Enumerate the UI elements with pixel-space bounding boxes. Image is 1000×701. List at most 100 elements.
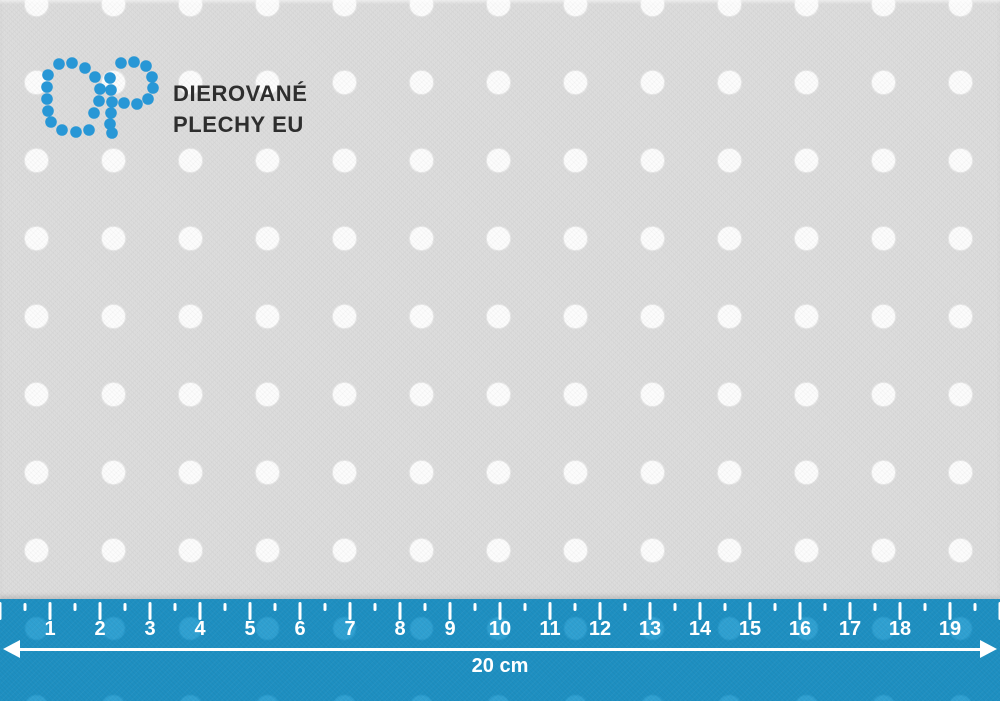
ruler-tick-major	[0, 602, 2, 620]
ruler-hole	[178, 694, 202, 701]
ruler-tick-minor	[923, 602, 927, 611]
sheet-hole	[486, 382, 510, 406]
ruler-hole	[24, 694, 48, 701]
ruler-number: 11	[539, 617, 561, 640]
ruler-number: 10	[488, 617, 512, 640]
ruler-tick-major	[48, 602, 52, 620]
sheet-hole	[486, 148, 510, 172]
logo-dot	[118, 97, 130, 109]
sheet-hole	[871, 304, 895, 328]
logo-dot	[41, 81, 53, 93]
sheet-hole	[871, 0, 895, 16]
measuring-ruler: 1 2 3 4 5 6 7 8 9 10 11 12 13 14 15 16 17 18 19 20 cm	[0, 599, 1000, 701]
sheet-hole	[24, 304, 48, 328]
sheet-hole	[948, 460, 972, 484]
sheet-hole	[486, 460, 510, 484]
sheet-hole	[486, 0, 510, 16]
ruler-hole	[24, 616, 48, 640]
ruler-number: 15	[738, 617, 762, 640]
ruler-tick-major	[498, 602, 502, 620]
ruler-hole	[794, 694, 818, 701]
sheet-hole	[948, 304, 972, 328]
ruler-number: 2	[94, 617, 106, 640]
sheet-hole	[332, 0, 356, 16]
sheet-hole	[101, 538, 125, 562]
sheet-hole	[871, 460, 895, 484]
ruler-tick-major	[298, 602, 302, 620]
sheet-hole	[640, 538, 664, 562]
sheet-hole	[409, 304, 433, 328]
logo-dot	[42, 105, 54, 117]
logo-dot	[128, 56, 140, 68]
ruler-tick-major	[98, 602, 102, 620]
logo-dot	[79, 62, 91, 74]
sheet-hole	[640, 148, 664, 172]
ruler-tick-major	[148, 602, 152, 620]
ruler-tick-major	[448, 602, 452, 620]
sheet-hole	[178, 382, 202, 406]
ruler-tick-minor	[773, 602, 777, 611]
sheet-hole	[409, 70, 433, 94]
ruler-tick-minor	[73, 602, 77, 611]
sheet-hole	[717, 70, 741, 94]
logo-dot	[115, 57, 127, 69]
sheet-hole	[640, 226, 664, 250]
sheet-hole	[563, 70, 587, 94]
ruler-tick-major	[898, 602, 902, 620]
ruler-hole	[794, 616, 818, 640]
logo-dot	[104, 72, 116, 84]
ruler-hole	[255, 694, 279, 701]
sheet-hole	[871, 382, 895, 406]
ruler-hole	[948, 616, 972, 640]
ruler-tick-major	[548, 602, 552, 620]
logo-dot	[106, 127, 118, 139]
ruler-tick-minor	[123, 602, 127, 611]
sheet-hole	[794, 304, 818, 328]
sheet-hole	[717, 226, 741, 250]
sheet-hole	[332, 538, 356, 562]
ruler-hole	[563, 694, 587, 701]
ruler-number: 12	[588, 617, 612, 640]
sheet-hole	[563, 0, 587, 16]
sheet-hole	[717, 0, 741, 16]
sheet-hole	[255, 304, 279, 328]
ruler-tick-major	[348, 602, 352, 620]
ruler-hole	[563, 616, 587, 640]
ruler-number: 8	[394, 617, 406, 640]
ruler-tick-minor	[223, 602, 227, 611]
ruler-hole	[486, 694, 510, 701]
ruler-hole	[332, 694, 356, 701]
perforated-sheet: DIEROVANÉ PLECHY EU	[0, 0, 1000, 599]
logo-dot	[56, 124, 68, 136]
logo-dot	[53, 58, 65, 70]
ruler-tick-minor	[173, 602, 177, 611]
sheet-hole	[640, 460, 664, 484]
ruler-number: 1	[44, 617, 56, 640]
logo-dot	[105, 107, 117, 119]
ruler-hole	[717, 616, 741, 640]
logo-dot	[42, 69, 54, 81]
sheet-hole	[24, 538, 48, 562]
ruler-tick-major	[648, 602, 652, 620]
sheet-hole	[24, 0, 48, 16]
sheet-hole	[409, 148, 433, 172]
sheet-hole	[563, 226, 587, 250]
ruler-tick-minor	[623, 602, 627, 611]
arrowhead-left-icon	[3, 639, 20, 658]
ruler-hole	[409, 694, 433, 701]
logo-dot	[140, 60, 152, 72]
ruler-tick-minor	[723, 602, 727, 611]
sheet-hole	[871, 148, 895, 172]
logo-dot	[147, 82, 159, 94]
sheet-hole	[948, 538, 972, 562]
sheet-hole	[332, 226, 356, 250]
ruler-tick-minor	[323, 602, 327, 611]
sheet-hole	[101, 382, 125, 406]
ruler-hole	[101, 694, 125, 701]
logo-dot	[146, 71, 158, 83]
ruler-hole	[332, 616, 356, 640]
ruler-hole	[871, 694, 895, 701]
sheet-hole	[178, 538, 202, 562]
sheet-hole	[101, 226, 125, 250]
